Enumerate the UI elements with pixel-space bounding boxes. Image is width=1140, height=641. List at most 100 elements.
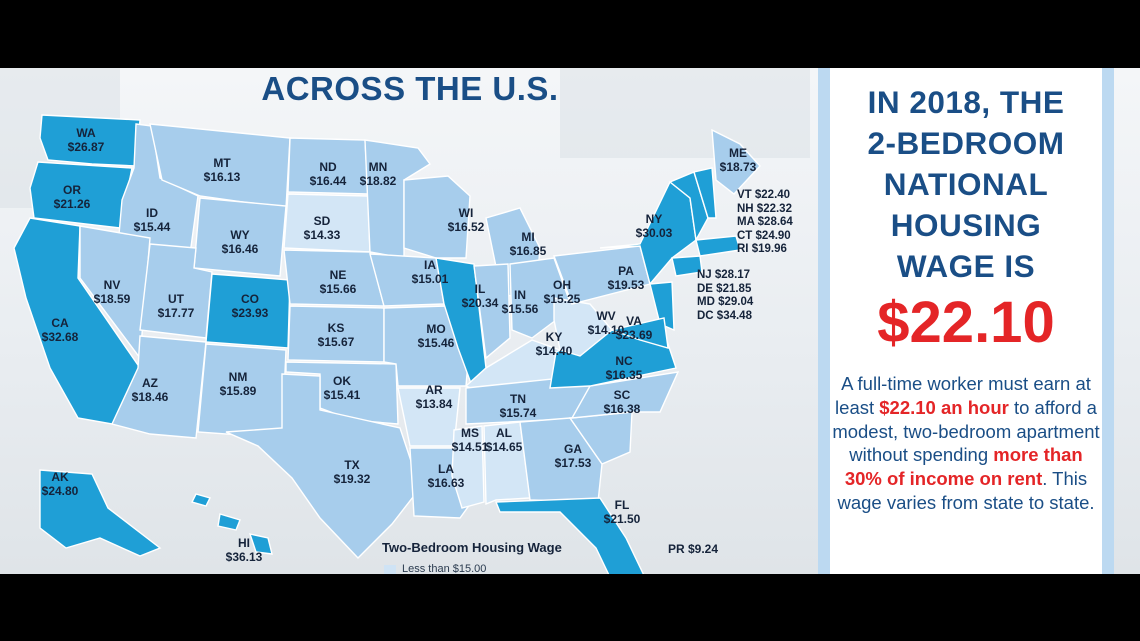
panel-body-text: A full-time worker must earn at least $2… — [830, 372, 1102, 515]
state-wage: $19.32 — [333, 472, 371, 486]
state-label-wa: WA $26.87 — [68, 126, 105, 154]
northeast-wage-item: NH $22.32 — [737, 202, 792, 215]
state-code: OH — [552, 278, 571, 292]
small-state-shape — [671, 255, 703, 277]
state-or — [29, 161, 133, 229]
midatlantic-wage-item: NJ $28.17 — [697, 269, 751, 281]
state-ga — [519, 417, 603, 503]
state-wage: $23.69 — [615, 328, 653, 342]
state-label-al: AL $14.65 — [486, 426, 523, 454]
state-code: IL — [474, 282, 486, 296]
state-code: NC — [615, 354, 633, 368]
state-wage: $23.93 — [231, 306, 269, 320]
state-code: HI — [237, 536, 250, 550]
state-wage: $18.82 — [359, 174, 397, 188]
state-code: PA — [618, 264, 634, 278]
state-wage: $24.80 — [41, 484, 79, 498]
state-wage: $26.87 — [67, 140, 105, 154]
state-wage: $16.35 — [605, 368, 643, 382]
state-label-tn: TN $15.74 — [500, 392, 537, 420]
state-label-mo: MO $15.46 — [418, 322, 455, 350]
headline-line: IN 2018, THE — [867, 84, 1065, 120]
state-wage: $16.85 — [509, 244, 547, 258]
small-state-shape — [609, 317, 669, 349]
state-code: MS — [460, 426, 479, 440]
state-label-me: ME $18.73 — [720, 146, 757, 174]
state-wage: $15.74 — [499, 406, 537, 420]
headline-line: 2-BEDROOM — [867, 125, 1065, 161]
state-code: OK — [332, 374, 351, 388]
midatlantic-wage-item: MD $29.04 — [697, 296, 754, 309]
state-ut — [139, 243, 213, 339]
headline-line: HOUSING — [890, 207, 1042, 243]
northeast-wage-item: VT $22.40 — [737, 189, 791, 201]
background-building — [560, 68, 810, 158]
state-label-ut: UT $17.77 — [158, 292, 195, 320]
state-code: ME — [728, 146, 747, 160]
state-in — [473, 263, 511, 360]
state-code: MI — [521, 230, 535, 244]
state-label-ny: NY $30.03 — [636, 212, 673, 240]
state-wy — [193, 197, 287, 277]
map-title: ACROSS THE U.S. — [261, 70, 559, 107]
state-label-mi: MI $16.85 — [510, 230, 547, 258]
northeast-wage-item: CT $24.90 — [737, 229, 791, 242]
state-al — [483, 421, 531, 506]
highlight-text: $22.10 an hour — [879, 396, 1009, 418]
state-code: MN — [368, 160, 388, 174]
small-state-shape — [693, 167, 717, 219]
state-label-hi: HI $36.13 — [226, 536, 263, 564]
state-label-or: OR $21.26 — [54, 183, 91, 211]
state-label-sc: SC $16.38 — [604, 388, 641, 416]
state-label-mn: MN $18.82 — [360, 160, 397, 188]
state-wi — [403, 175, 471, 259]
midatlantic-wage-item: DE $21.85 — [697, 282, 752, 295]
state-wage: $15.44 — [133, 220, 171, 234]
state-wage: $16.44 — [309, 174, 347, 188]
state-me — [711, 128, 761, 195]
body-text-segment: . This wage varies from state to state. — [837, 468, 1095, 513]
state-code: NM — [228, 370, 248, 384]
state-code: IN — [513, 288, 526, 302]
midatlantic-wage-item: DC $34.48 — [697, 309, 752, 322]
state-label-ia: IA $15.01 — [412, 258, 449, 286]
state-wage: $32.68 — [41, 330, 79, 344]
state-wage: $14.65 — [485, 440, 523, 454]
state-ms — [451, 425, 485, 509]
state-wage: $14.40 — [535, 344, 573, 358]
state-code: CO — [240, 292, 259, 306]
state-hi — [190, 493, 273, 555]
state-code: WI — [458, 206, 474, 220]
state-code: WY — [230, 228, 250, 242]
state-code: MO — [426, 322, 446, 336]
state-code: NY — [645, 212, 663, 226]
state-label-az: AZ $18.46 — [132, 376, 169, 404]
national-wage-value: $22.10 — [877, 290, 1055, 355]
state-wage: $36.13 — [225, 550, 263, 564]
state-wage: $16.13 — [203, 170, 241, 184]
state-code: NV — [103, 278, 121, 292]
state-wage: $13.84 — [415, 397, 453, 411]
state-wage: $21.50 — [603, 512, 641, 526]
state-ak — [39, 469, 162, 557]
state-nc — [570, 371, 680, 419]
state-code: TN — [509, 392, 526, 406]
northeast-wage-list: VT $22.40 NH $22.32 MA $28.64 CT $24.90 RI $… — [737, 189, 793, 257]
state-wage: $15.56 — [501, 302, 539, 316]
legend-item-label: Less than $15.00 — [402, 563, 487, 574]
state-label-nv: NV $18.59 — [94, 278, 131, 306]
state-wage: $17.53 — [554, 456, 592, 470]
legend-title: Two-Bedroom Housing Wage — [382, 540, 562, 555]
state-label-wy: WY $16.46 — [222, 228, 259, 256]
state-label-ks: KS $15.67 — [318, 321, 355, 349]
state-label-il: IL $20.34 — [462, 282, 499, 310]
state-label-ca: CA $32.68 — [42, 316, 79, 344]
state-wv — [553, 297, 613, 357]
state-code: AK — [51, 470, 69, 484]
state-code: ID — [145, 206, 158, 220]
state-code: LA — [437, 462, 454, 476]
state-code: TX — [344, 458, 360, 472]
northeast-wage-item: MA $28.64 — [737, 216, 793, 229]
state-label-ga: GA $17.53 — [555, 442, 592, 470]
